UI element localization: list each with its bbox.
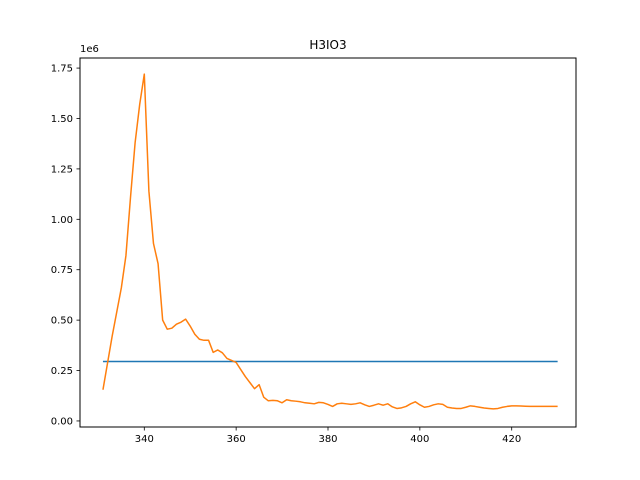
y-axis-ticks: 0.00 0.25 0.50 0.75 1.00 1.25 1.50 1.75: [51, 64, 80, 427]
chart-title: H3IO3: [309, 38, 346, 52]
y-tick-label: 1.00: [51, 215, 73, 226]
y-tick-label: 0.75: [51, 265, 73, 276]
x-tick-label: 420: [502, 434, 521, 445]
y-tick-label: 0.00: [51, 416, 73, 427]
x-tick-label: 400: [410, 434, 429, 445]
series-line-1: [102, 73, 558, 410]
x-axis-ticks: 340 360 380 400 420: [135, 427, 521, 445]
y-tick-label: 1.75: [51, 64, 73, 75]
y-tick-label: 1.50: [51, 114, 73, 125]
y-tick-label: 0.50: [51, 316, 73, 327]
x-tick-label: 340: [135, 434, 154, 445]
y-offset-label: 1e6: [80, 44, 99, 55]
plot-area: [102, 73, 558, 410]
x-tick-label: 360: [227, 434, 246, 445]
x-tick-label: 380: [318, 434, 337, 445]
y-tick-label: 1.25: [51, 164, 73, 175]
axes-frame: [79, 57, 577, 428]
y-tick-label: 0.25: [51, 366, 73, 377]
